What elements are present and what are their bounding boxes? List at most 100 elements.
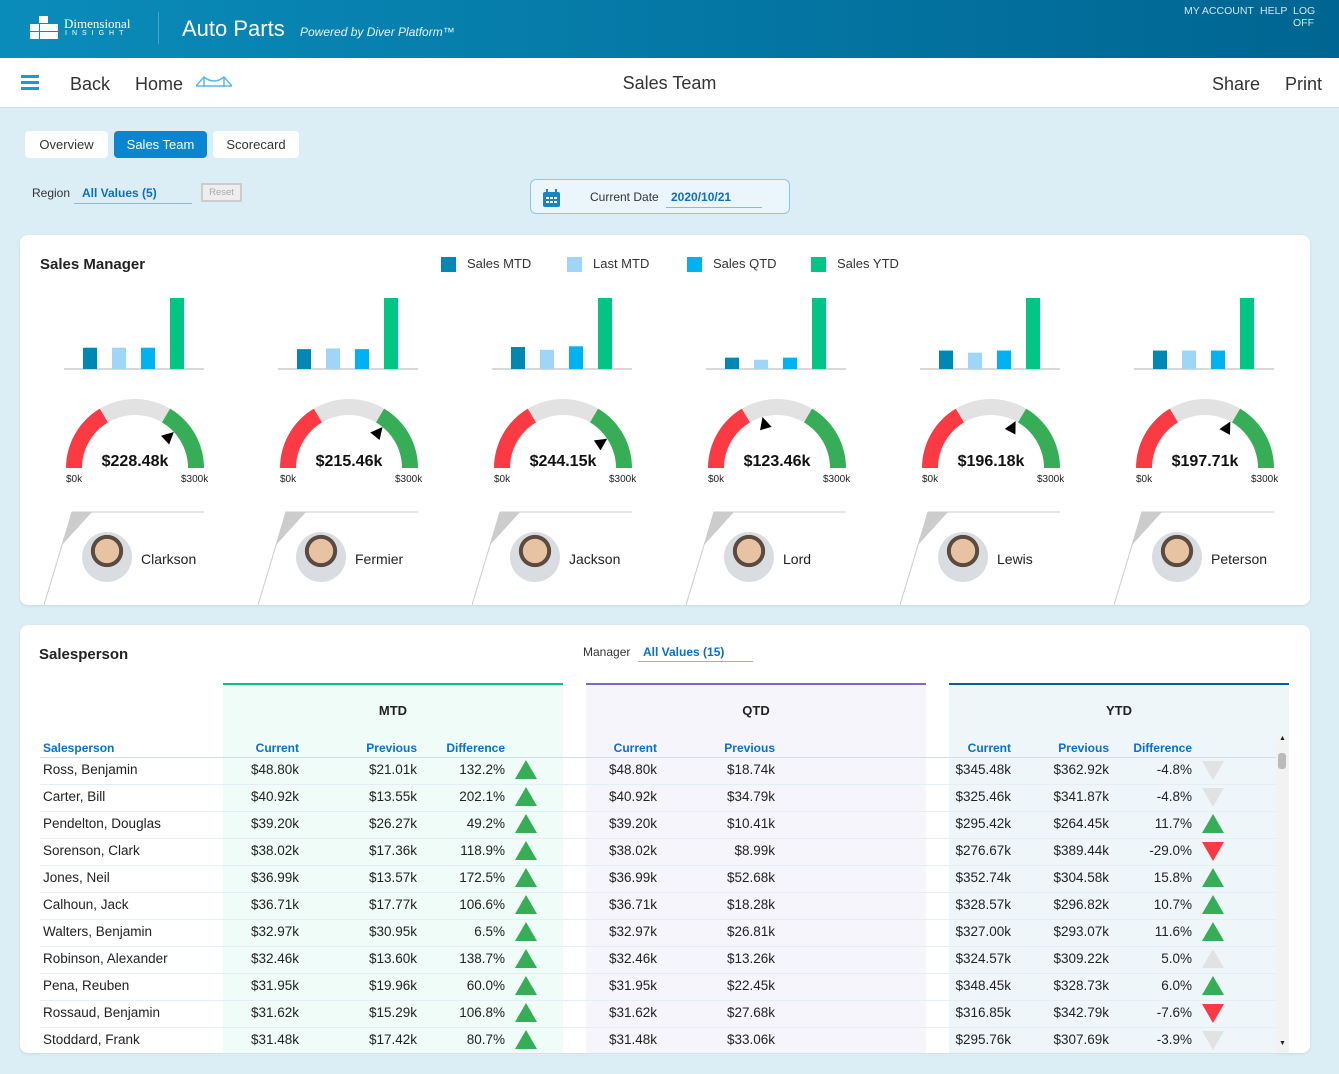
current-date-picker[interactable]: Current Date 2020/10/21 [530, 179, 790, 214]
table-row[interactable] [40, 1001, 1276, 1028]
gauge-min-label: $0k [708, 474, 725, 485]
back-button[interactable]: Back [70, 74, 111, 94]
ytd-current: $325.46k [955, 789, 1011, 804]
gauge-low-band [494, 408, 537, 468]
arrow-up-icon [515, 895, 537, 914]
reset-button[interactable]: Reset [201, 183, 242, 202]
tab-overview[interactable]: Overview [25, 131, 108, 158]
mtd-previous: $21.01k [368, 762, 417, 777]
bar-sales-ytd [170, 298, 184, 369]
column-header-previous[interactable]: Previous [1058, 741, 1109, 755]
table-row[interactable] [40, 974, 1276, 1001]
mtd-previous: $17.77k [368, 897, 417, 912]
bar-sales-qtd [569, 346, 583, 369]
column-header-current[interactable]: Current [255, 741, 299, 755]
menu-icon[interactable] [21, 75, 39, 90]
salesperson-name: Pena, Reuben [43, 978, 130, 993]
manager-name: Jackson [569, 551, 621, 567]
gauge-value: $228.48k [101, 453, 169, 470]
ytd-difference: 5.0% [1161, 951, 1192, 966]
gauge-mid-band [313, 399, 385, 423]
help-link[interactable]: HELP [1260, 5, 1288, 17]
manager-card[interactable]: $196.18k $0k $300k Lewis [900, 285, 1113, 605]
mtd-group [223, 683, 563, 1053]
gauge-low-band [1136, 408, 1179, 468]
bar-sales-qtd [1211, 350, 1225, 369]
table-row[interactable] [40, 785, 1276, 812]
arrow-down-icon [1202, 788, 1224, 807]
column-header-previous[interactable]: Previous [366, 741, 417, 755]
mtd-current: $32.97k [250, 924, 299, 939]
manager-filter-select[interactable]: All Values (15) [638, 642, 753, 662]
mtd-difference: 106.6% [459, 897, 505, 912]
table-row[interactable] [40, 866, 1276, 893]
table-row[interactable] [40, 947, 1276, 974]
arrow-up-icon [515, 1003, 537, 1022]
column-header-difference[interactable]: Difference [446, 741, 505, 755]
manager-card[interactable]: $244.15k $0k $300k Jackson [472, 285, 685, 605]
gauge-mid-band [99, 399, 171, 423]
tab-sales-team[interactable]: Sales Team [114, 131, 207, 158]
qtd-previous: $26.81k [726, 924, 775, 939]
salesperson-name: Ross, Benjamin [43, 762, 138, 777]
arrow-up-icon [515, 841, 537, 860]
log-off-link[interactable]: LOG OFF [1293, 5, 1316, 29]
qtd-previous: $13.26k [726, 951, 775, 966]
tab-scorecard[interactable]: Scorecard [213, 131, 299, 158]
table-row[interactable] [40, 1028, 1276, 1055]
qtd-current: $40.92k [608, 789, 657, 804]
legend-label: Sales YTD [837, 256, 899, 271]
table-row[interactable] [40, 920, 1276, 947]
ytd-heading: YTD [1106, 703, 1132, 718]
column-header-name[interactable]: Salesperson [43, 741, 115, 755]
bar-sales-mtd [939, 350, 953, 369]
my-account-link[interactable]: MY ACCOUNT [1184, 5, 1254, 17]
sales-manager-panel [20, 235, 1310, 605]
arrow-up-icon [515, 787, 537, 806]
legend-swatch [567, 257, 582, 272]
gauge-min-label: $0k [66, 474, 83, 485]
share-button[interactable]: Share [1212, 74, 1261, 94]
table-scrollbar[interactable]: ▲ ▼ [1276, 735, 1288, 1053]
gauge-value: $123.46k [743, 453, 811, 470]
column-header-previous[interactable]: Previous [724, 741, 775, 755]
legend-label: Sales MTD [467, 256, 532, 271]
table-row[interactable] [40, 893, 1276, 920]
qtd-current: $39.20k [608, 816, 657, 831]
manager-card[interactable]: $215.46k $0k $300k Fermier [258, 285, 471, 605]
region-select[interactable]: All Values (5) [74, 183, 192, 204]
manager-card[interactable]: $123.46k $0k $300k Lord [686, 285, 899, 605]
scrollbar-thumb[interactable] [1278, 753, 1286, 769]
qtd-current: $31.48k [608, 1032, 657, 1047]
print-button[interactable]: Print [1285, 74, 1323, 94]
salesperson-name: Robinson, Alexander [43, 951, 168, 966]
calendar-icon[interactable] [543, 189, 560, 207]
manager-name: Clarkson [141, 551, 197, 567]
home-button[interactable]: Home [135, 74, 184, 94]
ytd-current: $348.45k [955, 978, 1011, 993]
mtd-previous: $15.29k [368, 1005, 417, 1020]
arrow-down-icon [1202, 842, 1224, 861]
app-header: Dimensional INSIGHT Auto Parts Powered b… [0, 0, 1339, 58]
mtd-previous: $17.36k [368, 843, 417, 858]
column-header-current[interactable]: Current [967, 741, 1011, 755]
bar-sales-qtd [997, 350, 1011, 369]
region-label: Region [32, 186, 71, 200]
column-header-current[interactable]: Current [613, 741, 657, 755]
table-row[interactable] [40, 758, 1276, 785]
column-header-difference[interactable]: Difference [1133, 741, 1192, 755]
ytd-difference: -3.9% [1156, 1032, 1192, 1047]
ytd-current: $276.67k [955, 843, 1011, 858]
bar-sales-mtd [297, 349, 311, 369]
manager-card[interactable]: $197.71k $0k $300k Peterson [1114, 285, 1327, 605]
arrow-up-icon [515, 976, 537, 995]
legend-swatch [811, 257, 826, 272]
manager-card[interactable]: $228.48k $0k $300k Clarkson [44, 285, 257, 605]
legend-swatch [441, 257, 456, 272]
qtd-current: $32.97k [608, 924, 657, 939]
table-row[interactable] [40, 812, 1276, 839]
gauge-pointer [760, 417, 772, 431]
mtd-difference: 6.5% [474, 924, 505, 939]
salesperson-name: Pendelton, Douglas [43, 816, 161, 831]
table-row[interactable] [40, 839, 1276, 866]
